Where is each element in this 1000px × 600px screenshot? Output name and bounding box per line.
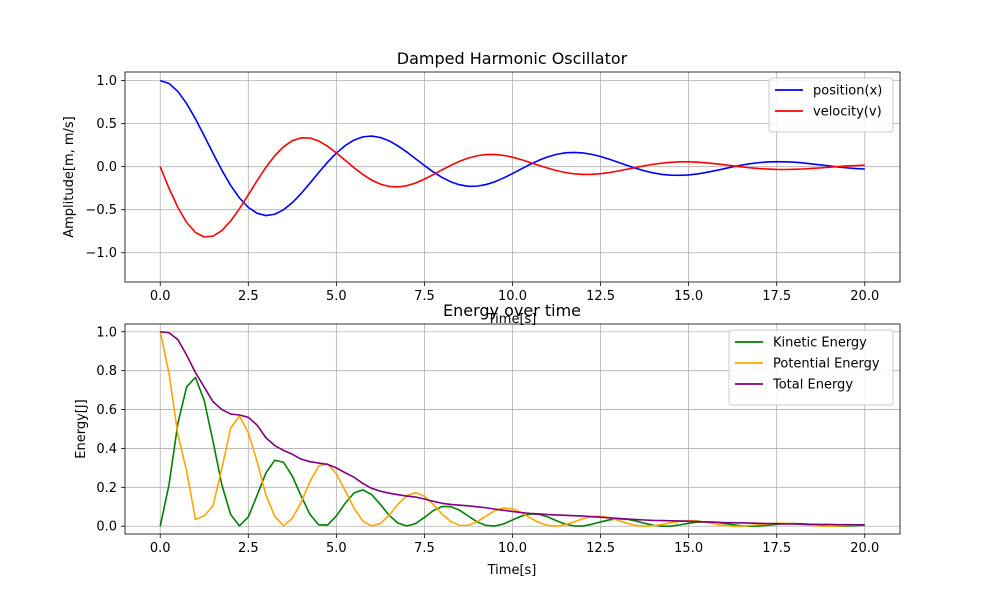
potential-energy-legend-label: Potential Energy — [773, 357, 880, 372]
energy-legend: Kinetic Energy Potential Energy Total Ener… — [728, 329, 894, 406]
energy-x-tick-label: 15.0 — [674, 541, 703, 556]
energy-x-axis-label: Time[s] — [487, 563, 537, 578]
oscillator-y-tick-label: 0.5 — [96, 117, 117, 132]
oscillator-y-tick-label: −0.5 — [85, 203, 117, 218]
velocity-v-legend-label: velocity(v) — [813, 105, 882, 120]
oscillator-y-tick-label: −1.0 — [85, 246, 117, 261]
energy-y-tick-label: 0.4 — [96, 442, 117, 457]
potential-energy-line — [159, 331, 865, 528]
energy-x-tick-label: 20.0 — [850, 541, 879, 556]
kinetic-energy-legend-label: Kinetic Energy — [773, 336, 867, 351]
oscillator-x-tick-label: 12.5 — [586, 289, 615, 304]
oscillator-legend-frame — [768, 77, 894, 133]
oscillator-axes: Damped Harmonic Oscillator 0.0 2.5 5.0 7.5 1… — [62, 49, 901, 327]
oscillator-x-tick-label: 20.0 — [850, 289, 879, 304]
velocity-v-line — [159, 137, 865, 238]
oscillator-x-tick-label: 7.5 — [414, 289, 435, 304]
oscillator-x-tick-label: 10.0 — [498, 289, 527, 304]
oscillator-x-tick-label: 15.0 — [674, 289, 703, 304]
oscillator-title: Damped Harmonic Oscillator — [397, 49, 628, 68]
energy-x-tick-label: 0.0 — [150, 541, 171, 556]
position-x-line — [159, 79, 865, 217]
energy-x-tick-label: 5.0 — [326, 541, 347, 556]
energy-x-tick-label: 17.5 — [762, 541, 791, 556]
energy-y-tick-label: 0.2 — [96, 481, 117, 496]
energy-y-tick-label: 0.8 — [96, 364, 117, 379]
oscillator-x-tick-label: 0.0 — [150, 289, 171, 304]
oscillator-x-tick-label: 17.5 — [762, 289, 791, 304]
energy-title: Energy over time — [443, 301, 581, 320]
energy-y-tick-label: 0.0 — [96, 520, 117, 535]
position-x-legend-label: position(x) — [813, 84, 882, 99]
energy-y-tick-label: 0.6 — [96, 403, 117, 418]
total-energy-line — [160, 330, 865, 526]
oscillator-y-tick-label: 1.0 — [96, 74, 117, 89]
oscillator-x-tick-label: 2.5 — [238, 289, 259, 304]
oscillator-legend: position(x) velocity(v) — [768, 77, 894, 133]
energy-x-tick-label: 7.5 — [414, 541, 435, 556]
energy-y-axis-label: Energy[J] — [74, 399, 89, 459]
total-energy-legend-label: Total Energy — [772, 378, 853, 393]
oscillator-y-tick-label: 0.0 — [96, 160, 117, 175]
energy-x-tick-label: 10.0 — [498, 541, 527, 556]
energy-x-tick-label: 12.5 — [586, 541, 615, 556]
energy-axes: Energy over time 0.0 2.5 5.0 7.5 10.0 12.5 15.… — [74, 301, 901, 578]
oscillator-y-axis-label: Amplitude[m, m/s] — [62, 116, 77, 238]
oscillator-x-tick-label: 5.0 — [326, 289, 347, 304]
oscillator-x-axis-label: Time[s] — [487, 312, 537, 327]
energy-y-tick-label: 1.0 — [96, 325, 117, 340]
energy-legend-frame — [728, 329, 894, 406]
energy-x-tick-label: 2.5 — [238, 541, 259, 556]
